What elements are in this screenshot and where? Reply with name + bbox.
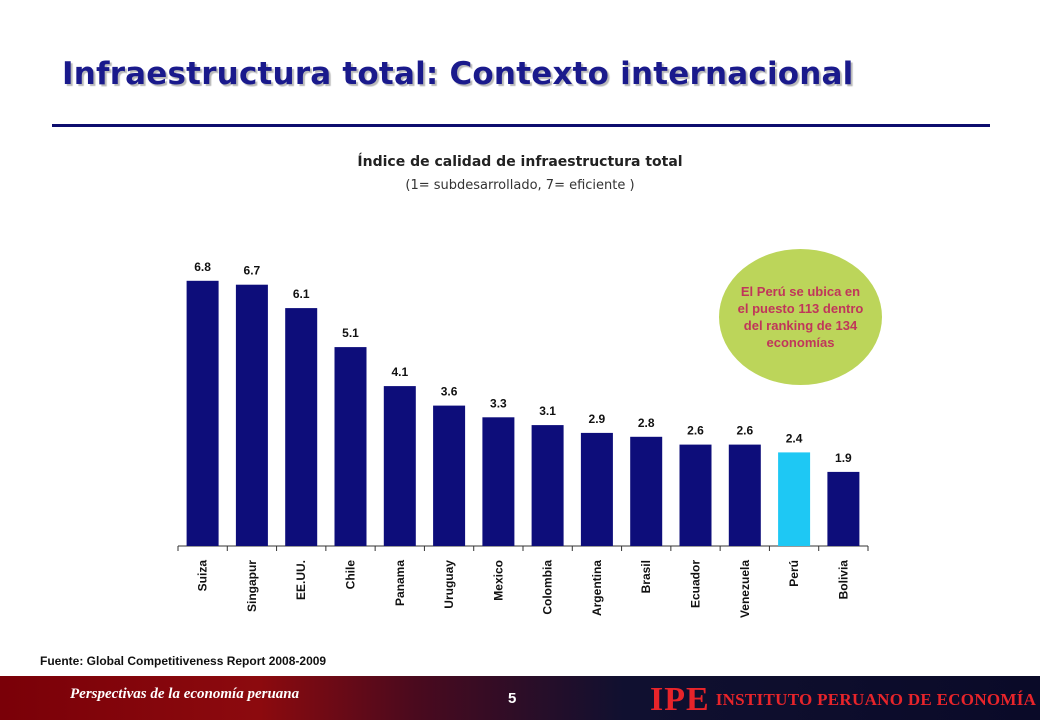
logo-name: INSTITUTO PERUANO DE ECONOMÍA — [715, 690, 1037, 709]
data-label: 5.1 — [342, 326, 359, 340]
data-label: 1.9 — [835, 451, 852, 465]
data-label: 6.1 — [293, 287, 310, 301]
data-label: 3.6 — [441, 385, 458, 399]
x-tick-label: Uruguay — [442, 560, 456, 609]
x-tick-label: Chile — [344, 560, 358, 590]
x-tick-label: Venezuela — [738, 560, 752, 618]
chart-subtitle: (1= subdesarrollado, 7= eficiente ) — [405, 178, 635, 193]
bar-colombia — [531, 425, 564, 546]
page-title: Infraestructura total: Contexto internac… — [62, 56, 854, 92]
bar-venezuela — [728, 444, 761, 546]
x-tick-label: EE.UU. — [294, 560, 308, 600]
data-label: 3.1 — [539, 404, 556, 418]
source-note: Fuente: Global Competitiveness Report 20… — [40, 654, 327, 668]
bar-mexico — [482, 417, 515, 546]
x-tick-label: Bolivia — [836, 560, 850, 600]
footer-bar — [0, 676, 1040, 720]
x-tick-label: Perú — [787, 560, 801, 587]
ranking-callout: El Perú se ubica en el puesto 113 dentro… — [719, 249, 882, 385]
bar-brasil — [630, 436, 663, 546]
x-tick-label: Mexico — [491, 560, 505, 601]
callout-text: El Perú se ubica en el puesto 113 dentro… — [737, 284, 864, 350]
data-label: 6.7 — [244, 264, 261, 278]
footer-title: Perspectivas de la economía peruana — [70, 686, 300, 702]
bar-per — [778, 452, 811, 546]
bar-ee-uu — [285, 308, 318, 546]
bar-uruguay — [433, 405, 466, 546]
data-label: 2.8 — [638, 416, 655, 430]
data-label: 6.8 — [194, 260, 211, 274]
title-divider — [52, 124, 990, 127]
ipe-logo: IPE INSTITUTO PERUANO DE ECONOMÍA — [650, 681, 1036, 719]
chart-title: Índice de calidad de infraestructura tot… — [357, 154, 683, 170]
page-number: 5 — [508, 690, 517, 707]
bar-suiza — [186, 280, 219, 546]
bar-chart: 6.8 Suiza 6.7 Singapur 6.1 EE.UU. 5.1 Chile 4.1 P… — [177, 260, 869, 618]
data-label: 2.6 — [736, 424, 753, 438]
logo-abbr: IPE — [650, 681, 710, 718]
x-tick-label: Panama — [393, 560, 407, 606]
data-label: 2.9 — [589, 412, 606, 426]
bar-argentina — [580, 432, 613, 546]
x-tick-label: Brasil — [639, 560, 653, 593]
x-tick-label: Colombia — [541, 560, 555, 615]
bar-panama — [383, 386, 416, 546]
x-tick-label: Suiza — [196, 560, 210, 592]
bar-bolivia — [827, 471, 860, 546]
data-label: 4.1 — [391, 365, 408, 379]
data-label: 3.3 — [490, 396, 507, 410]
bar-ecuador — [679, 444, 712, 546]
x-tick-label: Singapur — [245, 560, 259, 612]
x-tick-label: Argentina — [590, 560, 604, 616]
x-tick-label: Ecuador — [689, 560, 703, 608]
data-label: 2.6 — [687, 424, 704, 438]
bar-singapur — [235, 284, 268, 546]
data-label: 2.4 — [786, 431, 803, 445]
bar-chile — [334, 347, 367, 546]
